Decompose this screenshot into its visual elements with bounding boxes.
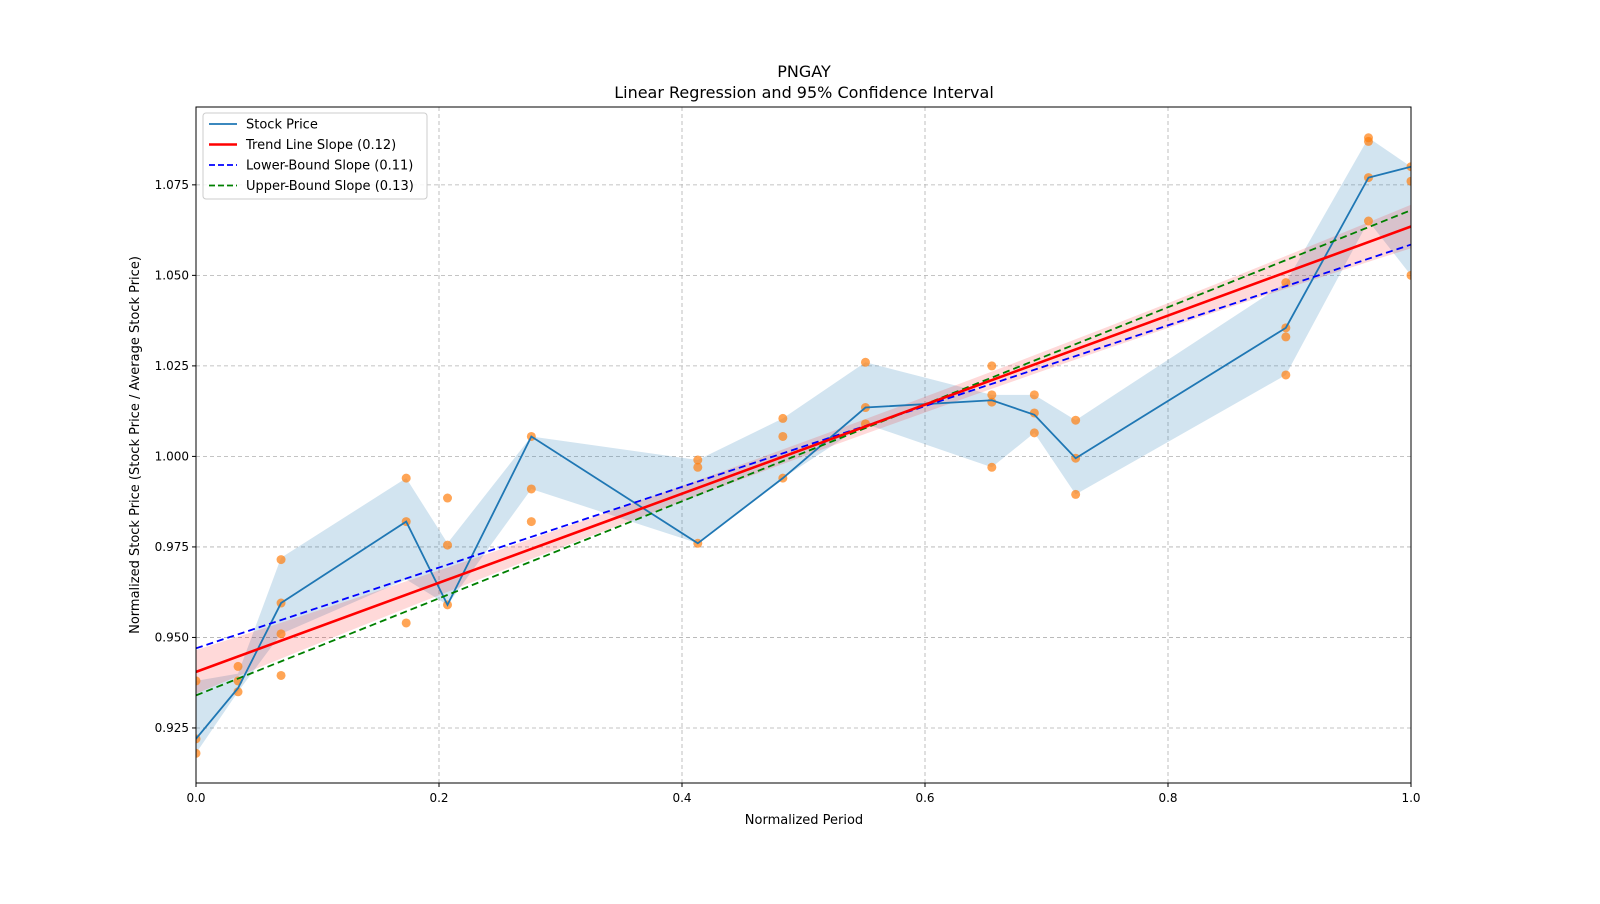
- x-tick-label: 0.8: [1158, 791, 1177, 805]
- legend: Stock Price Trend Line Slope (0.12) Lower-…: [202, 112, 428, 200]
- chart-title: PNGAY: [777, 62, 831, 81]
- scatter-point: [526, 484, 536, 494]
- scatter-point: [443, 493, 453, 503]
- scatter-point: [778, 413, 788, 423]
- scatter-point: [1071, 415, 1081, 425]
- plot-content: [196, 133, 1411, 758]
- y-tick-label: 1.000: [155, 449, 189, 463]
- chart-subtitle: Linear Regression and 95% Confidence Int…: [614, 83, 994, 102]
- x-tick-label: 0.6: [915, 791, 934, 805]
- scatter-point: [196, 748, 201, 758]
- scatter-point: [693, 455, 703, 465]
- scatter-point: [1406, 270, 1411, 280]
- scatter-point: [526, 517, 536, 527]
- scatter-point: [1029, 428, 1039, 438]
- scatter-point: [196, 676, 201, 686]
- x-tick-label: 0.4: [672, 791, 691, 805]
- scatter-point: [276, 629, 286, 639]
- scatter-point: [987, 462, 997, 472]
- scatter-point: [778, 431, 788, 441]
- legend-box: [202, 112, 428, 200]
- scatter-point: [693, 462, 703, 472]
- lower-bound-line: [196, 243, 1411, 650]
- scatter-point: [860, 357, 870, 367]
- scatter-point: [1281, 332, 1291, 342]
- y-tick-label: 0.950: [155, 630, 189, 644]
- scatter-point: [401, 473, 411, 483]
- y-axis-label: Normalized Stock Price (Stock Price / Av…: [128, 256, 143, 634]
- scatter-point: [1363, 216, 1373, 226]
- y-tick-label: 0.925: [155, 721, 189, 735]
- scatter-point: [276, 670, 286, 680]
- scatter-point: [1363, 136, 1373, 146]
- x-tick-label: 1.0: [1401, 791, 1420, 805]
- upper-bound-line: [196, 209, 1411, 697]
- plot-area: [196, 133, 1411, 758]
- axes-frame: [195, 106, 1412, 784]
- y-tick-label: 0.975: [155, 540, 189, 554]
- legend-label: Stock Price: [246, 118, 318, 133]
- x-tick-label: 0.2: [429, 791, 448, 805]
- legend-label: Trend Line Slope (0.12): [245, 138, 396, 153]
- y-tick-label: 1.025: [155, 359, 189, 373]
- scatter-point: [1071, 489, 1081, 499]
- x-axis-label: Normalized Period: [745, 813, 863, 828]
- x-tick-label: 0.0: [186, 791, 205, 805]
- stock-price-line: [196, 165, 1411, 740]
- y-tick-label: 1.050: [155, 268, 189, 282]
- scatter-point: [987, 361, 997, 371]
- scatter-point: [276, 555, 286, 565]
- scatter-point: [1029, 390, 1039, 400]
- legend-label: Upper-Bound Slope (0.13): [246, 179, 414, 194]
- scatter-point: [1406, 176, 1411, 186]
- trend-line: [196, 225, 1411, 674]
- scatter-point: [987, 390, 997, 400]
- y-tick-label: 1.075: [155, 178, 189, 192]
- ticks: 0.0 0.2 0.4 0.6 0.8 1.0 0.925 0.950 0.975 1.000 1.…: [155, 178, 1421, 805]
- scatter-point: [233, 661, 243, 671]
- scatter-point: [443, 540, 453, 550]
- scatter-point: [1029, 408, 1039, 418]
- scatter-point: [1281, 370, 1291, 380]
- legend-label: Lower-Bound Slope (0.11): [246, 159, 413, 174]
- scatter-point: [401, 618, 411, 628]
